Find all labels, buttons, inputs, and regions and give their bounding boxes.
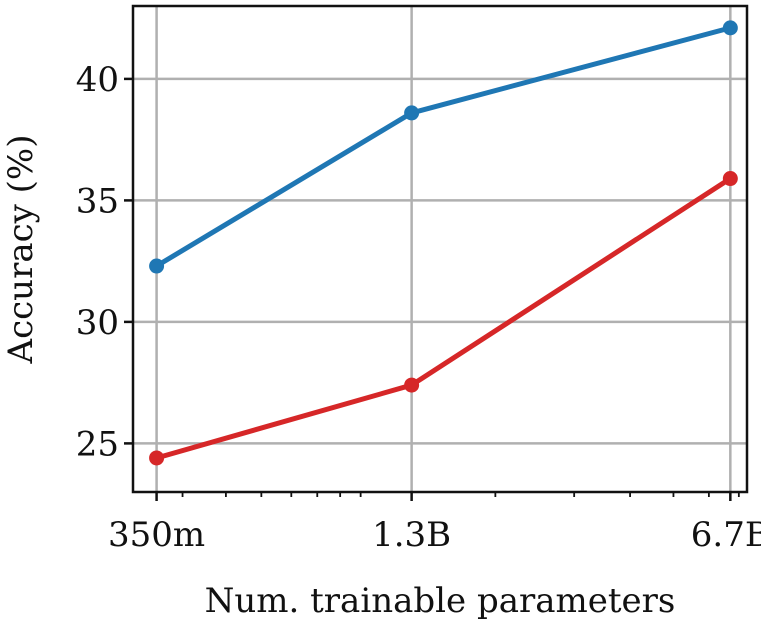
y-tick-label: 25	[76, 424, 119, 464]
series-layer	[149, 20, 738, 466]
x-tick-label: 350m	[108, 515, 205, 555]
axis-ticks	[124, 77, 740, 501]
x-axis-label: Num. trainable parameters	[205, 581, 676, 621]
y-tick-label: 30	[76, 303, 119, 343]
grid	[133, 6, 747, 492]
series-line-2	[154, 176, 733, 461]
y-axis-label: Accuracy (%)	[1, 135, 41, 365]
series-2-point	[722, 171, 738, 187]
series-line-1	[154, 25, 733, 269]
plot-frame	[131, 4, 749, 494]
series-1-point	[149, 258, 165, 274]
tick-labels: 350m 1.3B 6.7B 25 30 35 40	[76, 60, 761, 555]
x-tick-label: 6.7B	[691, 515, 761, 555]
series-1-point	[404, 105, 420, 121]
x-tick-label: 1.3B	[372, 515, 451, 555]
series-2-point	[404, 377, 420, 393]
series-2-point	[149, 450, 165, 466]
series-1-point	[722, 20, 738, 36]
y-tick-label: 35	[76, 181, 119, 221]
y-tick-label: 40	[76, 60, 119, 100]
